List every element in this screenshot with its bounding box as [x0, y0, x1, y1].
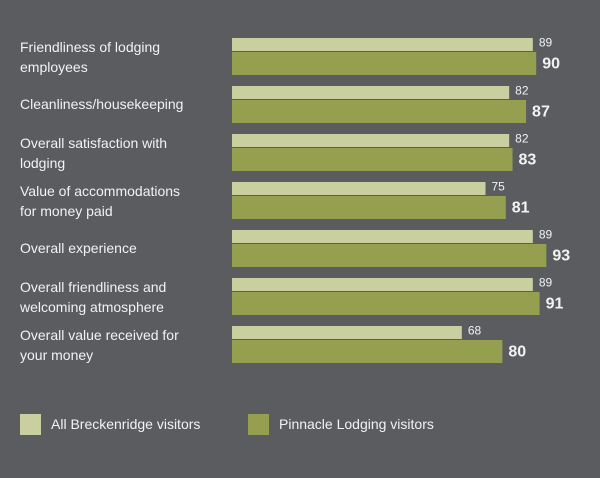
bar: [232, 52, 537, 75]
value-label: 93: [552, 248, 570, 265]
category-label: Overall friendliness and welcoming atmos…: [20, 279, 167, 315]
value-label: 87: [532, 104, 550, 121]
legend-swatch: [20, 414, 41, 435]
value-label: 91: [546, 296, 564, 313]
value-label: 81: [512, 200, 530, 217]
category-label: Overall satisfaction with lodging: [20, 135, 168, 171]
category-label: Friendliness of lodging employees: [20, 39, 161, 75]
bar: [232, 148, 513, 171]
category-label: Overall value received for your money: [20, 327, 179, 363]
legend-label: All Breckenridge visitors: [51, 416, 201, 432]
bar: [232, 196, 506, 219]
bar: [232, 326, 462, 339]
value-label: 82: [515, 132, 529, 146]
bar: [232, 86, 510, 99]
value-label: 89: [539, 36, 553, 50]
bar: [232, 292, 540, 315]
value-label: 90: [542, 56, 560, 73]
bar: [232, 38, 533, 51]
bar: [232, 182, 486, 195]
legend-label: Pinnacle Lodging visitors: [279, 416, 434, 432]
value-label: 68: [468, 324, 482, 338]
category-label: Cleanliness/housekeeping: [20, 96, 184, 112]
bar: [232, 134, 510, 147]
value-label: 89: [539, 276, 553, 290]
value-label: 82: [515, 84, 529, 98]
bar: [232, 244, 547, 267]
value-label: 83: [519, 152, 537, 169]
value-label: 80: [508, 344, 526, 361]
category-label: Value of accommodations for money paid: [20, 183, 181, 219]
bar: [232, 278, 533, 291]
bar: [232, 230, 533, 243]
legend-swatch: [248, 414, 269, 435]
value-label: 75: [492, 180, 506, 194]
bar: [232, 100, 527, 123]
category-label: Overall experience: [20, 240, 137, 256]
value-label: 89: [539, 228, 553, 242]
bar: [232, 340, 503, 363]
